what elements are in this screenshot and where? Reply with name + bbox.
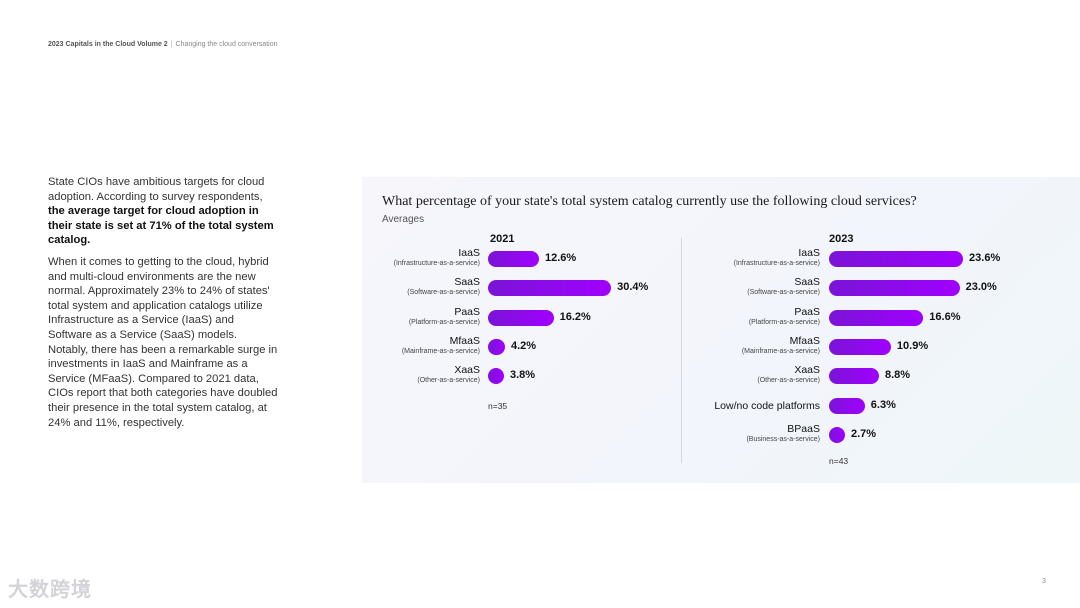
category-name: MfaaS (449, 334, 480, 347)
category-subtitle: (Software-as-a-service) (747, 289, 820, 297)
data-label: 23.0% (965, 281, 997, 294)
category-name: Low/no code platforms (714, 399, 820, 412)
category-name: IaaS (798, 247, 820, 259)
category-name: XaaS (794, 364, 820, 377)
chart-subtitle: Averages (382, 214, 425, 225)
bar-2023-paas (829, 309, 924, 326)
category-subtitle: (Business-as-a-service) (746, 435, 820, 443)
bar-2023-mfaas (829, 338, 891, 355)
bar-2021-paas (488, 309, 554, 326)
intro-text: State CIOs have ambitious targets for cl… (48, 175, 280, 437)
data-label: 30.4% (617, 281, 649, 294)
data-label: 16.2% (559, 310, 591, 323)
page-number: 3 (1042, 578, 1046, 585)
chart-title: What percentage of your state's total sy… (382, 194, 917, 209)
category-label: XaaS (Other-as-a-service) (757, 364, 820, 385)
watermark-logo: 大数跨境 (8, 579, 92, 601)
category-name: IaaS (458, 247, 480, 259)
year-label-2023: 2023 (829, 233, 854, 245)
category-label: SaaS (Software-as-a-service) (407, 276, 480, 297)
category-label: BPaaS (Business-as-a-service) (746, 423, 820, 444)
intro-paragraph-2: When it comes to getting to the cloud, h… (48, 255, 278, 429)
data-label: 6.3% (870, 398, 896, 411)
category-label: Low/no code platforms (714, 400, 820, 412)
category-label: XaaS (Other-as-a-service) (417, 364, 480, 385)
category-name: XaaS (454, 364, 480, 377)
data-label: 12.6% (545, 252, 577, 264)
doc-subtitle: Changing the cloud conversation (175, 41, 278, 48)
category-name: BPaaS (787, 422, 820, 435)
category-subtitle: (Other-as-a-service) (757, 377, 820, 385)
bar-2023-iaas (829, 251, 964, 267)
category-name: PaaS (794, 305, 820, 318)
bar-2023-low-no-code-platforms (829, 397, 865, 414)
doc-title: 2023 Capitals in the Cloud Volume 2 (48, 41, 168, 48)
category-subtitle: (Platform-as-a-service) (748, 318, 820, 326)
category-name: PaaS (454, 305, 480, 318)
category-subtitle: (Infrastructure-as-a-service) (733, 260, 820, 267)
bar-2023-bpaas (829, 426, 845, 443)
category-label: SaaS (Software-as-a-service) (747, 276, 820, 297)
sample-size-2021: n=35 (488, 401, 508, 411)
data-label: 2.7% (851, 427, 877, 440)
intro-paragraph-1: State CIOs have ambitious targets for cl… (48, 175, 280, 248)
intro-p1-bold: the average target for cloud adoption in… (48, 205, 274, 247)
panel-divider (681, 237, 682, 463)
category-label: MfaaS (Mainframe-as-a-service) (402, 335, 480, 356)
data-label: 4.2% (511, 339, 537, 352)
year-label-2021: 2021 (490, 233, 515, 245)
chart-panel: What percentage of your state's total sy… (362, 177, 1080, 483)
sample-size-2023: n=43 (829, 456, 849, 466)
category-label: MfaaS (Mainframe-as-a-service) (742, 335, 820, 356)
category-name: MfaaS (789, 334, 820, 347)
category-name: SaaS (794, 276, 820, 289)
category-label: IaaS (Infrastructure-as-a-service) (734, 247, 820, 268)
bar-2021-mfaas (488, 338, 505, 355)
category-label: PaaS (Platform-as-a-service) (409, 306, 480, 327)
category-subtitle: (Other-as-a-service) (417, 377, 480, 385)
bar-2021-saas (488, 280, 612, 297)
category-subtitle: (Mainframe-as-a-service) (741, 347, 820, 355)
category-subtitle: (Software-as-a-service) (407, 289, 480, 297)
bar-2023-saas (829, 280, 960, 297)
data-label: 8.8% (884, 369, 911, 382)
bar-2021-xaas (488, 368, 504, 385)
data-label: 10.9% (896, 339, 929, 352)
data-label: 16.6% (929, 310, 961, 323)
document-header: 2023 Capitals in the Cloud Volume 2 | Chan… (48, 41, 278, 48)
category-name: SaaS (454, 276, 480, 289)
bar-2021-iaas (488, 251, 540, 267)
category-subtitle: (Infrastructure-as-a-service) (393, 260, 480, 267)
category-subtitle: (Platform-as-a-service) (408, 318, 480, 326)
category-label: IaaS (Infrastructure-as-a-service) (394, 247, 480, 268)
data-label: 3.8% (510, 369, 536, 382)
data-label: 23.6% (969, 252, 1001, 264)
category-subtitle: (Mainframe-as-a-service) (401, 347, 480, 355)
intro-p1-text: State CIOs have ambitious targets for cl… (48, 176, 265, 203)
category-label: PaaS (Platform-as-a-service) (749, 306, 820, 327)
bar-2023-xaas (829, 368, 879, 385)
